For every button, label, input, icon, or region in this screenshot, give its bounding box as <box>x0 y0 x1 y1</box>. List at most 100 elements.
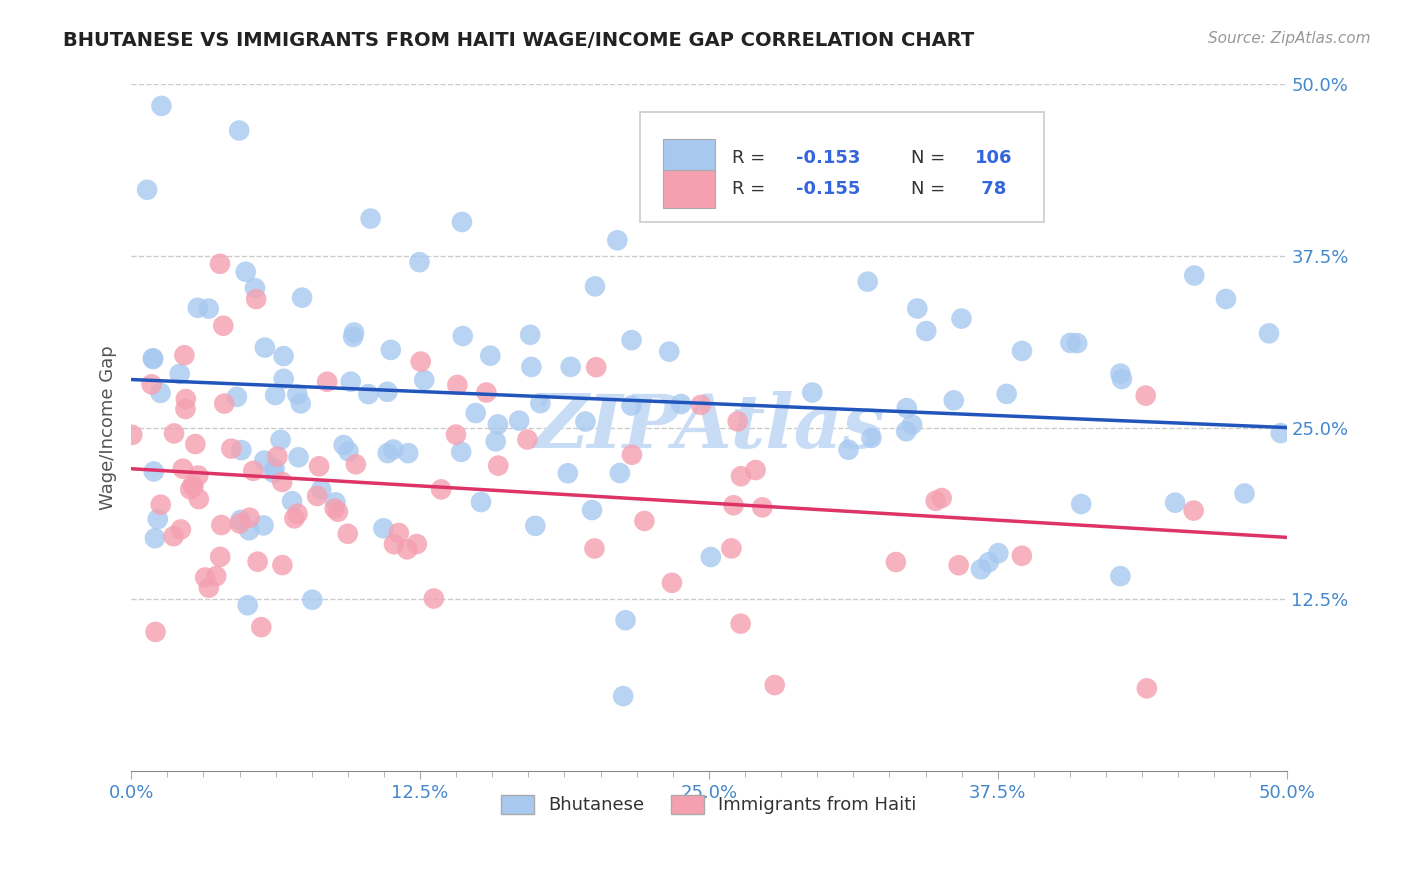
Point <box>633 514 655 528</box>
Point <box>1011 343 1033 358</box>
Point <box>470 495 492 509</box>
Point <box>229 516 252 531</box>
Point <box>475 385 498 400</box>
Point <box>270 433 292 447</box>
Point <box>377 446 399 460</box>
Point <box>283 511 305 525</box>
Point <box>184 437 207 451</box>
Point <box>183 480 205 494</box>
Text: Source: ZipAtlas.com: Source: ZipAtlas.com <box>1208 31 1371 46</box>
Point <box>485 434 508 449</box>
Point <box>163 529 186 543</box>
Point <box>661 575 683 590</box>
Point <box>281 494 304 508</box>
Point <box>519 327 541 342</box>
Point <box>486 458 509 473</box>
Point <box>174 392 197 406</box>
Point <box>187 491 209 506</box>
Point <box>405 537 427 551</box>
Point <box>689 398 711 412</box>
Point <box>529 396 551 410</box>
Point <box>170 523 193 537</box>
Point <box>1109 569 1132 583</box>
FancyBboxPatch shape <box>662 139 714 178</box>
Point <box>149 498 172 512</box>
Text: N =: N = <box>911 180 950 198</box>
Point <box>479 349 502 363</box>
Point <box>285 387 308 401</box>
Point <box>377 384 399 399</box>
Point <box>121 428 143 442</box>
Point <box>174 402 197 417</box>
Point <box>343 326 366 340</box>
Point <box>380 343 402 357</box>
Point <box>1066 336 1088 351</box>
Point <box>744 463 766 477</box>
Text: ZIPAtlas: ZIPAtlas <box>533 392 884 464</box>
Point <box>143 531 166 545</box>
Point <box>146 512 169 526</box>
Point <box>373 521 395 535</box>
Text: R =: R = <box>733 149 770 167</box>
Point <box>763 678 786 692</box>
Point <box>950 311 973 326</box>
Point <box>408 255 430 269</box>
Legend: Bhutanese, Immigrants from Haiti: Bhutanese, Immigrants from Haiti <box>492 786 925 823</box>
Point <box>901 417 924 432</box>
Point <box>1182 268 1205 283</box>
Point <box>179 483 201 497</box>
Point <box>1070 497 1092 511</box>
Point <box>336 526 359 541</box>
Point <box>231 443 253 458</box>
Point <box>915 324 938 338</box>
Point <box>720 541 742 556</box>
Point <box>149 385 172 400</box>
Point <box>212 318 235 333</box>
Point <box>291 291 314 305</box>
Point <box>263 466 285 480</box>
Point <box>942 393 965 408</box>
Point <box>271 558 294 572</box>
Point <box>396 446 419 460</box>
Point <box>136 183 159 197</box>
Point <box>451 215 474 229</box>
Point <box>142 465 165 479</box>
Point <box>924 493 946 508</box>
Point <box>209 518 232 533</box>
Point <box>723 498 745 512</box>
Point <box>382 537 405 551</box>
Point <box>730 616 752 631</box>
Point <box>181 478 204 492</box>
Point <box>700 549 723 564</box>
Point <box>658 344 681 359</box>
Point <box>524 519 547 533</box>
Point <box>896 425 918 439</box>
Point <box>243 281 266 295</box>
Y-axis label: Wage/Income Gap: Wage/Income Gap <box>100 345 117 510</box>
Point <box>238 523 260 537</box>
Point <box>236 599 259 613</box>
Point <box>221 442 243 456</box>
Point <box>287 507 309 521</box>
Text: 78: 78 <box>974 180 1007 198</box>
Point <box>342 330 364 344</box>
Point <box>1270 426 1292 441</box>
Point <box>1109 367 1132 381</box>
Point <box>987 546 1010 560</box>
Point <box>977 555 1000 569</box>
Point <box>464 406 486 420</box>
Point <box>1258 326 1281 341</box>
FancyBboxPatch shape <box>662 170 714 208</box>
Point <box>344 457 367 471</box>
Point <box>141 377 163 392</box>
Point <box>751 500 773 515</box>
Point <box>205 569 228 583</box>
Text: 106: 106 <box>974 149 1012 167</box>
Point <box>995 387 1018 401</box>
Point <box>225 390 247 404</box>
Point <box>273 372 295 386</box>
Point <box>730 469 752 483</box>
Text: R =: R = <box>733 180 770 198</box>
Point <box>409 354 432 368</box>
Point <box>620 399 643 413</box>
